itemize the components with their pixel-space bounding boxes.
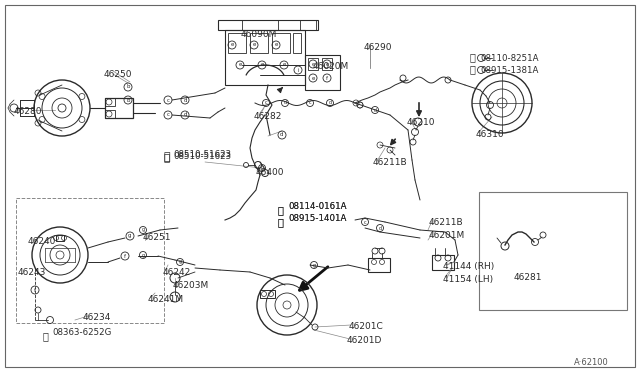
Text: g: g — [179, 260, 182, 264]
Text: Ⓥ: Ⓥ — [278, 217, 284, 227]
Text: 08915-1381A: 08915-1381A — [480, 66, 538, 75]
Text: c: c — [364, 219, 366, 224]
Text: Ⓑ: Ⓑ — [278, 205, 284, 215]
Text: 08363-6252G: 08363-6252G — [52, 328, 111, 337]
Bar — [260, 290, 275, 298]
Text: p: p — [260, 166, 264, 170]
Text: c: c — [166, 97, 170, 103]
Text: 46203M: 46203M — [173, 281, 209, 290]
Bar — [105, 110, 115, 118]
Text: d: d — [280, 132, 284, 138]
Text: g: g — [141, 253, 145, 257]
Text: Ⓢ: Ⓢ — [163, 152, 170, 162]
Text: 46210: 46210 — [407, 118, 435, 127]
Text: 41154 (LH): 41154 (LH) — [443, 275, 493, 284]
Text: 46234: 46234 — [83, 313, 111, 322]
Text: Ⓢ: Ⓢ — [43, 331, 49, 341]
Text: g: g — [128, 234, 132, 238]
Text: c: c — [265, 100, 268, 106]
Text: e: e — [311, 76, 315, 80]
Text: c: c — [166, 112, 170, 118]
Text: Ⓥ: Ⓥ — [470, 64, 476, 74]
Text: 46201C: 46201C — [349, 322, 384, 331]
Bar — [368, 258, 390, 272]
Text: 46242: 46242 — [163, 268, 191, 277]
Bar — [105, 98, 133, 118]
Text: 46280: 46280 — [14, 107, 42, 116]
Text: e: e — [275, 42, 278, 48]
Text: f: f — [124, 253, 126, 259]
Text: 08110-8251A: 08110-8251A — [480, 54, 538, 63]
Bar — [322, 58, 332, 70]
Text: 46201M: 46201M — [429, 231, 465, 240]
Text: 46090M: 46090M — [241, 30, 277, 39]
Text: 46281: 46281 — [514, 273, 543, 282]
Text: e: e — [325, 61, 329, 67]
Text: 46020M: 46020M — [313, 62, 349, 71]
Text: e: e — [282, 62, 285, 67]
Text: e: e — [311, 61, 315, 67]
Text: 46211B: 46211B — [373, 158, 408, 167]
Text: d: d — [378, 225, 381, 231]
Text: 46251: 46251 — [143, 233, 172, 242]
Text: g: g — [312, 263, 316, 267]
Text: e: e — [260, 62, 264, 67]
Text: Ⓢ: Ⓢ — [163, 152, 169, 162]
Bar — [432, 255, 454, 270]
Text: 08510-51623: 08510-51623 — [173, 152, 231, 161]
Text: b: b — [126, 84, 130, 90]
Bar — [228, 33, 246, 53]
Text: g: g — [141, 228, 145, 232]
Text: i: i — [297, 67, 299, 73]
Bar — [218, 20, 318, 30]
Text: f: f — [34, 288, 36, 292]
Bar — [56, 235, 64, 241]
Text: 08114-0161A: 08114-0161A — [288, 202, 346, 211]
Text: 46290: 46290 — [364, 43, 392, 52]
Text: 08915-1401A: 08915-1401A — [288, 214, 346, 223]
Text: 46201D: 46201D — [347, 336, 382, 345]
Text: Ⓑ: Ⓑ — [278, 205, 284, 215]
Bar — [479, 192, 627, 310]
Text: d: d — [183, 97, 187, 103]
Text: e: e — [238, 62, 242, 67]
Bar — [293, 33, 301, 53]
Text: 46240: 46240 — [28, 237, 56, 246]
Text: d: d — [284, 100, 287, 106]
Bar — [16, 198, 164, 323]
Bar — [308, 58, 318, 70]
Bar — [105, 98, 115, 106]
Text: d: d — [183, 112, 187, 118]
Text: d: d — [373, 108, 376, 112]
Text: 46400: 46400 — [256, 168, 285, 177]
Text: f: f — [326, 76, 328, 80]
Text: A·62100: A·62100 — [574, 358, 609, 367]
Bar — [305, 55, 340, 90]
Text: 46241M: 46241M — [148, 295, 184, 304]
Text: 41144 (RH): 41144 (RH) — [443, 262, 494, 271]
Text: Ⓥ: Ⓥ — [278, 217, 284, 227]
Text: 08915-1401A: 08915-1401A — [288, 214, 346, 223]
Text: 46211B: 46211B — [429, 218, 463, 227]
Text: d: d — [328, 100, 332, 106]
Text: b: b — [126, 97, 130, 103]
Text: 46282: 46282 — [254, 112, 282, 121]
Text: Ⓑ: Ⓑ — [470, 52, 476, 62]
Text: 08510-51623: 08510-51623 — [173, 150, 231, 159]
Text: 46310: 46310 — [476, 130, 504, 139]
Text: e: e — [252, 42, 256, 48]
Text: 46250: 46250 — [104, 70, 132, 79]
Bar — [250, 33, 268, 53]
Text: c: c — [308, 100, 311, 106]
Bar — [225, 30, 305, 85]
Text: 08114-0161A: 08114-0161A — [288, 202, 346, 211]
Bar — [272, 33, 290, 53]
Text: e: e — [230, 42, 234, 48]
Text: 46243: 46243 — [18, 268, 46, 277]
